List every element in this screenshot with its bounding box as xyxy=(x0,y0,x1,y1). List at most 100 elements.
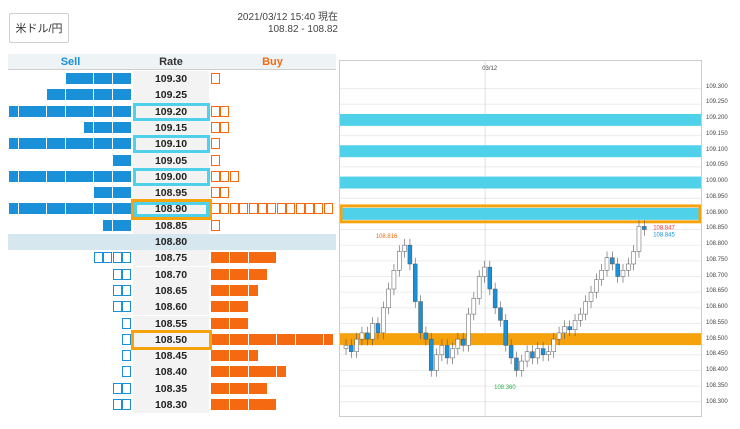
buy-order-cell xyxy=(211,203,220,215)
rate-row: 109.15 xyxy=(8,119,336,137)
buy-order-cell xyxy=(229,333,239,345)
sell-order-cell xyxy=(103,89,113,101)
rate-value[interactable]: 108.95 xyxy=(133,185,209,202)
candle-body xyxy=(407,244,413,265)
sell-order-cell xyxy=(112,252,122,264)
sell-order-cell xyxy=(122,284,131,296)
sell-order-cell xyxy=(122,138,131,150)
buy-order-cell xyxy=(267,333,277,345)
sell-order-cell xyxy=(122,350,131,362)
sell-order-cell xyxy=(122,301,131,313)
rate-row: 108.55 xyxy=(8,315,336,332)
buy-order-cell xyxy=(276,203,286,215)
sell-order-cell xyxy=(112,301,122,313)
buy-order-cell xyxy=(239,301,249,313)
candle-body xyxy=(556,332,562,340)
sell-order-cell xyxy=(93,121,103,133)
rate-value[interactable]: 109.10 xyxy=(133,136,209,153)
rate-value[interactable]: 108.75 xyxy=(133,250,209,267)
axis-tick-label: 109.000 xyxy=(706,178,728,185)
buy-order-cell xyxy=(229,252,239,264)
buy-order-cell xyxy=(314,333,324,345)
sell-order-cell xyxy=(122,399,131,410)
quote-status: 2021/03/12 15:40 現在 108.82 - 108.82 xyxy=(228,12,338,36)
rate-value[interactable]: 109.15 xyxy=(133,119,209,137)
sell-order-cell xyxy=(75,89,84,101)
rate-row: 108.60 xyxy=(8,299,336,316)
sell-order-cell xyxy=(122,170,131,182)
rate-value[interactable]: 108.55 xyxy=(133,315,209,332)
buy-order-cell xyxy=(258,268,267,280)
buy-order-cell xyxy=(220,105,230,117)
rate-value[interactable]: 109.05 xyxy=(133,152,209,169)
rate-value[interactable]: 108.50 xyxy=(133,331,209,348)
rate-value[interactable]: 108.85 xyxy=(133,217,209,234)
candle-body xyxy=(604,257,610,271)
rate-value[interactable]: 109.00 xyxy=(133,168,209,185)
rate-value[interactable]: 109.20 xyxy=(133,103,209,120)
buy-order-cell xyxy=(211,252,220,264)
sell-order-cell xyxy=(18,138,28,150)
buy-order-cell xyxy=(305,333,314,345)
rate-value[interactable]: 109.25 xyxy=(133,87,209,104)
rate-value[interactable]: 108.35 xyxy=(133,380,209,397)
candle-body xyxy=(482,266,487,277)
rate-value[interactable]: 108.30 xyxy=(133,397,209,414)
sell-order-cell xyxy=(65,73,75,84)
rate-value[interactable]: 108.45 xyxy=(133,348,209,365)
buy-order-cell xyxy=(239,350,249,362)
rate-value[interactable]: 108.40 xyxy=(133,364,209,381)
rate-row: 108.80 xyxy=(8,234,336,251)
rate-value[interactable]: 108.60 xyxy=(133,299,209,316)
candle-body xyxy=(434,354,439,371)
sell-order-cell xyxy=(84,121,94,133)
candle-body xyxy=(642,226,647,230)
buy-order-cell xyxy=(258,333,267,345)
rate-value[interactable]: 108.70 xyxy=(133,266,209,283)
sell-order-cell xyxy=(103,121,113,133)
rate-value[interactable]: 108.80 xyxy=(133,234,209,251)
candle-body xyxy=(626,263,631,271)
candle-body xyxy=(583,301,588,315)
buy-order-cell xyxy=(258,203,267,215)
sell-order-cell xyxy=(75,170,84,182)
sell-order-cell xyxy=(103,170,113,182)
sell-order-cell xyxy=(93,89,103,101)
axis-tick-label: 108.350 xyxy=(706,382,728,389)
buy-order-cell xyxy=(248,350,258,362)
candle-body xyxy=(610,257,615,265)
sell-order-cell xyxy=(122,268,131,280)
candle-body xyxy=(349,345,354,352)
sell-order-cell xyxy=(122,203,131,215)
sell-order-cell xyxy=(46,170,56,182)
buy-order-cell xyxy=(258,252,267,264)
buy-order-cell xyxy=(211,366,220,378)
sell-order-cell xyxy=(28,203,37,215)
orange-level-band xyxy=(340,204,701,224)
sell-order-cell xyxy=(9,105,19,117)
rate-value[interactable]: 109.30 xyxy=(133,71,209,88)
buy-order-cell xyxy=(220,121,230,133)
buy-order-cell xyxy=(229,366,239,378)
candle-body xyxy=(540,348,546,356)
buy-order-cell xyxy=(248,284,258,296)
candle-body xyxy=(562,326,567,334)
rate-row: 109.20 xyxy=(8,103,336,120)
currency-pair-button[interactable]: 米ドル/円 xyxy=(9,13,69,43)
candle-body xyxy=(386,288,391,309)
orange-level-band xyxy=(340,333,701,346)
buy-order-cell xyxy=(248,382,258,394)
sell-order-cell xyxy=(37,138,47,150)
axis-tick-label: 109.050 xyxy=(706,162,728,169)
buy-order-cell xyxy=(220,170,230,182)
rate-value[interactable]: 108.65 xyxy=(133,282,209,300)
axis-tick-label: 108.550 xyxy=(706,319,728,326)
sell-order-cell xyxy=(28,170,37,182)
candle-body xyxy=(551,338,556,352)
cyan-level-highlight xyxy=(134,202,209,217)
sell-order-cell xyxy=(56,203,66,215)
sell-order-cell xyxy=(122,105,131,117)
sell-order-cell xyxy=(93,105,103,117)
rate-row: 108.40 xyxy=(8,364,336,381)
cyan-level-highlight xyxy=(133,167,210,187)
